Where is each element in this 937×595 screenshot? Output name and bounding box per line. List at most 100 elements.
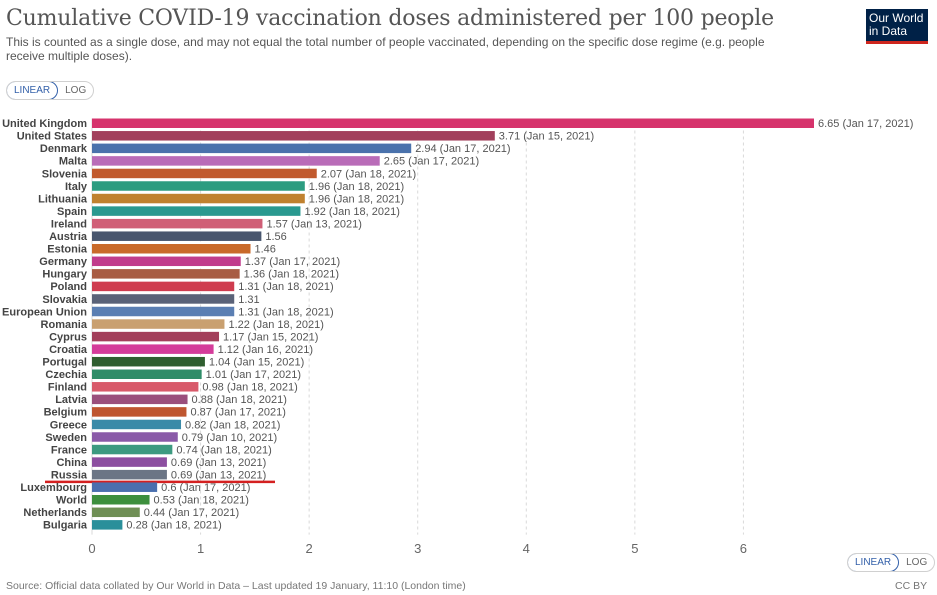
bar-austria <box>92 231 262 241</box>
country-label-denmark: Denmark <box>40 143 88 155</box>
bar-united-kingdom <box>92 118 814 128</box>
log-scale-button[interactable]: LOG <box>65 85 87 96</box>
bar-russia <box>92 469 167 480</box>
country-label-united-states: United States <box>17 131 87 143</box>
bar-romania <box>92 319 225 329</box>
country-label-portugal: Portugal <box>42 357 87 369</box>
bar-european-union <box>92 306 235 317</box>
value-label-germany: 1.37 (Jan 17, 2021) <box>245 256 340 268</box>
country-label-estonia: Estonia <box>47 244 88 256</box>
country-label-croatia: Croatia <box>49 344 88 356</box>
value-label-bulgaria: 0.28 (Jan 18, 2021) <box>126 520 221 532</box>
bar-malta <box>92 156 380 166</box>
x-tick-label-6: 6 <box>740 541 747 556</box>
chart-subtitle: This is counted as a single dose, and ma… <box>6 35 765 63</box>
country-label-malta: Malta <box>59 156 88 168</box>
logo-line-1: Our World <box>869 11 924 25</box>
logo-line-2: in Data <box>869 24 908 38</box>
value-label-united-kingdom: 6.65 (Jan 17, 2021) <box>818 118 913 130</box>
value-label-slovakia: 1.31 <box>238 294 259 306</box>
bar-estonia <box>92 244 251 254</box>
bar-hungary <box>92 269 240 279</box>
country-label-united-kingdom: United Kingdom <box>2 118 87 130</box>
country-label-ireland: Ireland <box>51 218 87 230</box>
bar-united-states <box>92 131 495 141</box>
value-label-united-states: 3.71 (Jan 15, 2021) <box>499 131 594 143</box>
value-label-austria: 1.56 <box>265 231 286 243</box>
bar-slovakia <box>92 294 235 304</box>
x-tick-label-1: 1 <box>197 541 204 556</box>
country-label-hungary: Hungary <box>42 269 88 281</box>
value-label-spain: 1.92 (Jan 18, 2021) <box>304 206 399 218</box>
source-note: Source: Official data collated by Our Wo… <box>6 580 466 592</box>
country-label-sweden: Sweden <box>45 432 87 444</box>
value-label-greece: 0.82 (Jan 18, 2021) <box>185 419 280 431</box>
country-label-lithuania: Lithuania <box>38 193 88 205</box>
bar-lithuania <box>92 193 305 204</box>
value-label-finland: 0.98 (Jan 18, 2021) <box>202 382 297 394</box>
x-tick-label-2: 2 <box>306 541 313 556</box>
bar-sweden <box>92 432 178 442</box>
bar-denmark <box>92 143 412 154</box>
country-label-bulgaria: Bulgaria <box>43 520 88 532</box>
bar-china <box>92 457 167 467</box>
bar-bulgaria <box>92 520 123 530</box>
value-label-china: 0.69 (Jan 13, 2021) <box>171 457 266 469</box>
bar-ireland <box>92 218 263 229</box>
x-tick-label-3: 3 <box>414 541 421 556</box>
bar-italy <box>92 181 305 191</box>
owid-logo[interactable]: Our World in Data <box>866 9 928 44</box>
country-label-czechia: Czechia <box>45 369 87 381</box>
linear-scale-button[interactable]: LINEAR <box>7 82 59 99</box>
bar-czechia <box>92 369 202 379</box>
license-link[interactable]: CC BY <box>895 580 928 592</box>
country-label-russia: Russia <box>51 469 88 481</box>
country-label-cyprus: Cyprus <box>49 331 87 343</box>
bar-croatia <box>92 344 214 354</box>
value-label-cyprus: 1.17 (Jan 15, 2021) <box>223 331 318 343</box>
value-label-estonia: 1.46 <box>255 244 276 256</box>
country-label-slovakia: Slovakia <box>42 294 88 306</box>
log-scale-button-bottom[interactable]: LOG <box>906 557 928 568</box>
value-label-poland: 1.31 (Jan 18, 2021) <box>238 281 333 293</box>
bar-latvia <box>92 394 188 405</box>
bar-germany <box>92 256 241 267</box>
country-label-germany: Germany <box>39 256 88 268</box>
value-label-italy: 1.96 (Jan 18, 2021) <box>309 181 404 193</box>
bar-spain <box>92 206 301 216</box>
value-label-latvia: 0.88 (Jan 18, 2021) <box>192 394 287 406</box>
bar-belgium <box>92 407 187 417</box>
value-label-slovenia: 2.07 (Jan 18, 2021) <box>321 168 416 180</box>
bar-greece <box>92 419 182 430</box>
x-tick-label-4: 4 <box>523 541 530 556</box>
bar-slovenia <box>92 168 317 179</box>
chart-title: Cumulative COVID-19 vaccination doses ad… <box>6 6 774 31</box>
country-label-romania: Romania <box>41 319 88 331</box>
value-label-belgium: 0.87 (Jan 17, 2021) <box>190 407 285 419</box>
bar-poland <box>92 281 235 292</box>
value-label-malta: 2.65 (Jan 17, 2021) <box>384 156 479 168</box>
country-label-china: China <box>56 457 87 469</box>
value-label-czechia: 1.01 (Jan 17, 2021) <box>206 369 301 381</box>
x-tick-label-5: 5 <box>631 541 638 556</box>
linear-scale-button-bottom[interactable]: LINEAR <box>848 554 900 571</box>
country-label-austria: Austria <box>49 231 88 243</box>
scale-toggle-bottom: LINEAR LOG <box>847 553 936 572</box>
value-label-france: 0.74 (Jan 18, 2021) <box>176 444 271 456</box>
bar-finland <box>92 382 199 392</box>
country-label-greece: Greece <box>50 419 87 431</box>
country-label-latvia: Latvia <box>55 394 88 406</box>
value-label-netherlands: 0.44 (Jan 17, 2021) <box>144 507 239 519</box>
value-label-romania: 1.22 (Jan 18, 2021) <box>228 319 323 331</box>
country-label-spain: Spain <box>57 206 87 218</box>
value-label-croatia: 1.12 (Jan 16, 2021) <box>218 344 313 356</box>
value-label-hungary: 1.36 (Jan 18, 2021) <box>244 269 339 281</box>
value-label-luxembourg: 0.6 (Jan 17, 2021) <box>161 482 250 494</box>
country-label-finland: Finland <box>48 382 87 394</box>
bar-portugal <box>92 356 205 367</box>
value-label-sweden: 0.79 (Jan 10, 2021) <box>182 432 277 444</box>
country-label-european-union: European Union <box>2 306 87 318</box>
country-label-netherlands: Netherlands <box>23 507 87 519</box>
value-label-ireland: 1.57 (Jan 13, 2021) <box>266 218 361 230</box>
x-tick-label-0: 0 <box>88 541 95 556</box>
